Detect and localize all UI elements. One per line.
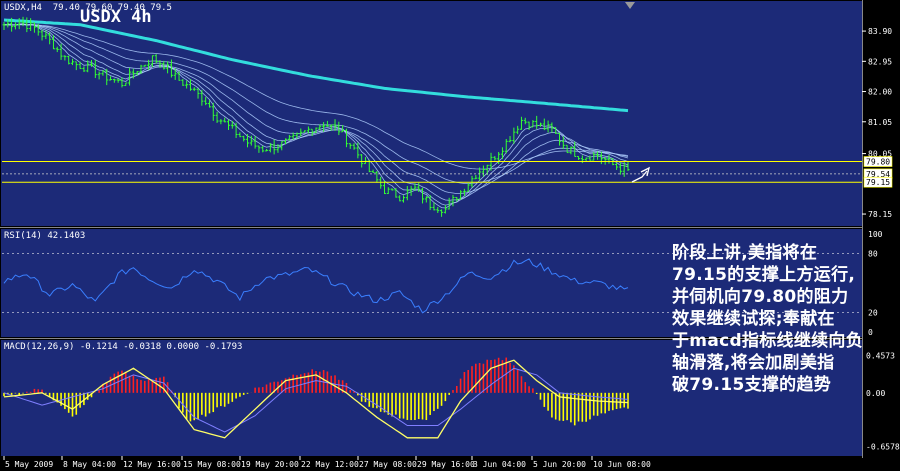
chart-title: USDX 4h <box>80 7 152 27</box>
ma-ribbon-line <box>3 23 629 201</box>
comment-line: 79.15的支撑上方运行, <box>672 265 856 285</box>
macd-chart[interactable] <box>3 357 629 439</box>
time-tick-label: 19 May 20:00 <box>241 460 299 469</box>
macd-main-line <box>3 359 629 439</box>
ma-ribbon-line <box>4 24 629 170</box>
comment-line: 阶段上讲,美指将在 <box>672 243 818 263</box>
comment-line: 于macd指标线继续向负 <box>672 331 864 351</box>
rsi-chart[interactable] <box>2 253 862 314</box>
price-tick-label: 78.15 <box>868 210 892 219</box>
analysis-comment: 阶段上讲,美指将在 79.15的支撑上方运行, 并伺机向79.80的阻力 效果继… <box>672 242 898 396</box>
time-tick-label: 5 May 2009 <box>5 460 53 469</box>
price-level-badge <box>863 176 893 188</box>
time-tick-label: 15 May 08:00 <box>183 460 241 469</box>
price-tick-label: 82.00 <box>868 88 892 97</box>
comment-line: 轴滑落,将会加剧美指 <box>672 353 835 373</box>
time-tick-label: 12 May 16:00 <box>123 460 181 469</box>
rsi-header: RSI(14) 42.1403 <box>4 231 86 241</box>
macd-tick-label: 0.4573 <box>866 351 895 360</box>
macd-panel[interactable] <box>1 340 862 456</box>
time-tick-label: 29 May 16:00 <box>417 460 475 469</box>
axis-labels: 83.90 82.95 82.00 81.05 80.05 78.15 79.80 79.54… <box>862 27 900 452</box>
price-level-badge-label: 79.54 <box>866 170 890 179</box>
price-tick-label: 81.05 <box>868 118 892 127</box>
time-tick-label: 10 Jun 08:00 <box>593 460 651 469</box>
time-tick-label: 27 May 08:00 <box>359 460 417 469</box>
macd-tick-label: 0.00 <box>866 389 885 398</box>
rsi-panel[interactable] <box>1 229 862 337</box>
chart-shift-marker-icon[interactable] <box>625 2 635 9</box>
price-header: USDX,H4 79.40 79.60 79.40 79.5 <box>4 3 172 13</box>
price-tick-label: 83.90 <box>868 27 892 36</box>
comment-line: 并伺机向79.80的阻力 <box>672 287 849 307</box>
price-level-badge-label: 79.80 <box>866 158 890 167</box>
rsi-tick-label: 100 <box>868 230 883 239</box>
ma-ribbon-line <box>3 24 629 184</box>
macd-header: MACD(12,26,9) -0.1214 -0.0318 0.0000 -0.… <box>4 342 243 352</box>
time-tick-label: 8 May 04:00 <box>63 460 116 469</box>
time-tick-label: 22 May 12:00 <box>301 460 359 469</box>
time-tick-label: 5 Jun 20:00 <box>533 460 586 469</box>
comment-line: 效果继续试探;奉献在 <box>672 309 835 329</box>
price-tick-label: 80.05 <box>868 150 892 159</box>
macd-signal-line <box>3 367 629 433</box>
time-tick-label: 3 Jun 04:00 <box>473 460 526 469</box>
time-axis: 5 May 2009 8 May 04:00 12 May 16:00 15 May … <box>3 456 651 469</box>
axis-strip <box>862 0 900 471</box>
price-level-badge-label: 79.15 <box>866 178 890 187</box>
rsi-line <box>3 258 629 314</box>
price-level-badge <box>863 156 893 167</box>
long-moving-average <box>3 18 629 113</box>
price-tick-label: 82.95 <box>868 57 892 66</box>
rsi-tick-label: 20 <box>868 308 878 317</box>
rsi-tick-label: 80 <box>868 250 878 259</box>
arrow-icon <box>631 166 650 183</box>
comment-line: 破79.15支撑的趋势 <box>672 375 832 395</box>
macd-tick-label: -0.6578 <box>866 443 900 452</box>
rsi-tick-label: 0 <box>868 328 873 337</box>
price-chart[interactable] <box>2 16 862 217</box>
